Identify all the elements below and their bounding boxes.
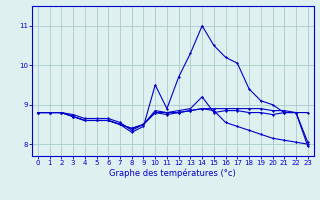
X-axis label: Graphe des températures (°c): Graphe des températures (°c) xyxy=(109,169,236,178)
